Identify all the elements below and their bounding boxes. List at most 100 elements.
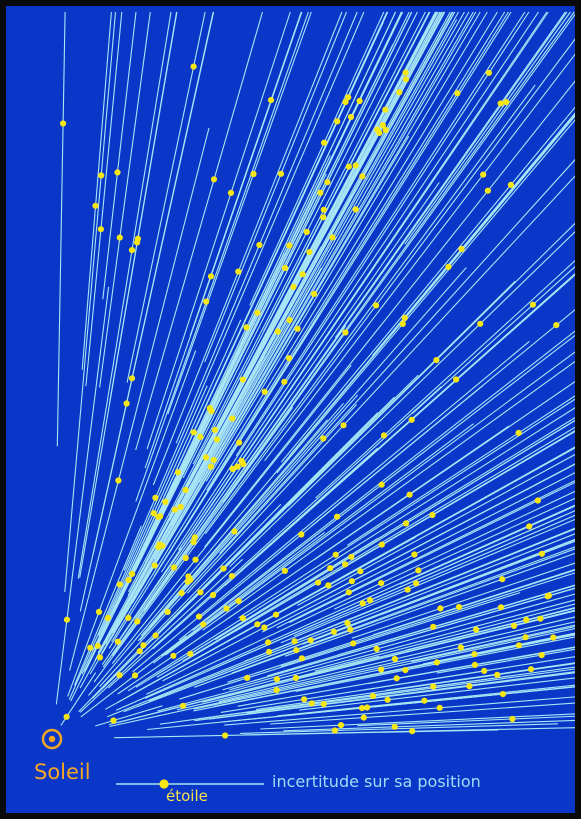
star-dot (256, 241, 263, 249)
uncertainty-line (189, 11, 302, 337)
star-dot (393, 675, 400, 682)
star-dot (357, 568, 364, 575)
star-dot (266, 648, 273, 655)
uncertainty-line (224, 696, 575, 726)
star-dot (294, 325, 301, 332)
uncertainty-line (186, 175, 575, 594)
star-dot (98, 172, 105, 179)
star-dot (197, 433, 204, 440)
uncertainty-line (371, 112, 575, 356)
star-dot (134, 618, 141, 625)
uncertainty-line (260, 713, 575, 730)
star-dot (110, 717, 117, 724)
star-dot (544, 593, 551, 600)
uncertainty-line (112, 267, 322, 634)
star-dot (239, 615, 246, 622)
star-dot (406, 491, 413, 498)
uncertainty-line (81, 497, 164, 675)
uncertainty-line (227, 569, 575, 683)
star-dot (347, 626, 354, 633)
uncertainty-line (102, 11, 137, 300)
star-dot (509, 715, 516, 723)
uncertainty-line (152, 447, 378, 650)
star-dot (494, 671, 501, 678)
uncertainty-line (351, 562, 575, 639)
star-dot (317, 189, 324, 196)
star-dot (282, 264, 289, 272)
uncertainty-line (411, 265, 575, 415)
star-dot (63, 616, 71, 623)
star-dot (342, 329, 349, 336)
uncertainty-line (289, 481, 575, 624)
star-dot (364, 704, 371, 711)
uncertainty-line (229, 231, 575, 567)
star-dot (402, 667, 409, 674)
star-dot (190, 63, 197, 70)
star-dot (415, 567, 422, 574)
uncertainty-line (261, 472, 575, 633)
star-dot (114, 638, 121, 645)
star-dot (60, 120, 67, 127)
star-dot (538, 652, 545, 659)
star-dot (274, 328, 281, 335)
star-dot (157, 513, 164, 520)
uncertainty-line (346, 395, 575, 546)
uncertainty-line (113, 349, 242, 612)
star-dot (311, 290, 318, 297)
star-dot (325, 582, 332, 589)
uncertainty-line (193, 628, 575, 710)
star-dot (455, 603, 463, 611)
star-dot (180, 702, 187, 709)
star-dot (292, 674, 299, 682)
uncertainty-line (297, 453, 575, 606)
star-dot (298, 655, 305, 662)
star-dot (301, 696, 308, 703)
star-dot (453, 376, 460, 383)
star-dot (303, 228, 310, 236)
uncertainty-line (135, 11, 481, 597)
sun-symbol-icon (41, 728, 63, 750)
uncertainty-line (169, 11, 445, 521)
uncertainty-line (67, 350, 197, 697)
star-dot (261, 388, 268, 395)
uncertainty-line (204, 11, 348, 363)
uncertainty-line (293, 514, 575, 637)
star-dot (382, 126, 389, 134)
star-dot (182, 554, 189, 562)
star-dot (308, 700, 315, 707)
star-dot (380, 432, 388, 439)
uncertainty-line (224, 274, 575, 587)
uncertainty-line (211, 510, 575, 670)
star-dot (348, 553, 355, 560)
star-dot (235, 268, 242, 275)
star-dot (125, 576, 132, 584)
star-dot (340, 422, 347, 429)
uncertainty-line (85, 11, 123, 387)
uncertainty-line (126, 11, 206, 383)
uncertainty-line (262, 463, 575, 629)
star-dot (399, 320, 406, 327)
star-dot (327, 565, 334, 572)
star-dot (229, 465, 236, 472)
star-dot (87, 644, 94, 651)
uncertainty-line (436, 648, 575, 674)
star-dot (484, 187, 491, 194)
star-dot (116, 234, 123, 241)
stars (60, 63, 560, 739)
uncertainty-line (222, 587, 575, 691)
star-dot (235, 597, 242, 605)
star-dot (499, 576, 506, 583)
star-dot (378, 580, 385, 587)
star-dot (391, 655, 398, 663)
legend-star-dot (159, 779, 169, 789)
uncertainty-line (204, 80, 575, 548)
uncertainty-line (152, 423, 474, 664)
star-dot (211, 426, 219, 433)
star-dot (454, 90, 461, 97)
star-dot (348, 578, 355, 585)
star-dot (402, 69, 409, 76)
uncertainty-line (405, 607, 575, 651)
uncertainty-line (190, 11, 388, 439)
uncertainty-line (159, 674, 514, 725)
star-dot (458, 245, 465, 253)
